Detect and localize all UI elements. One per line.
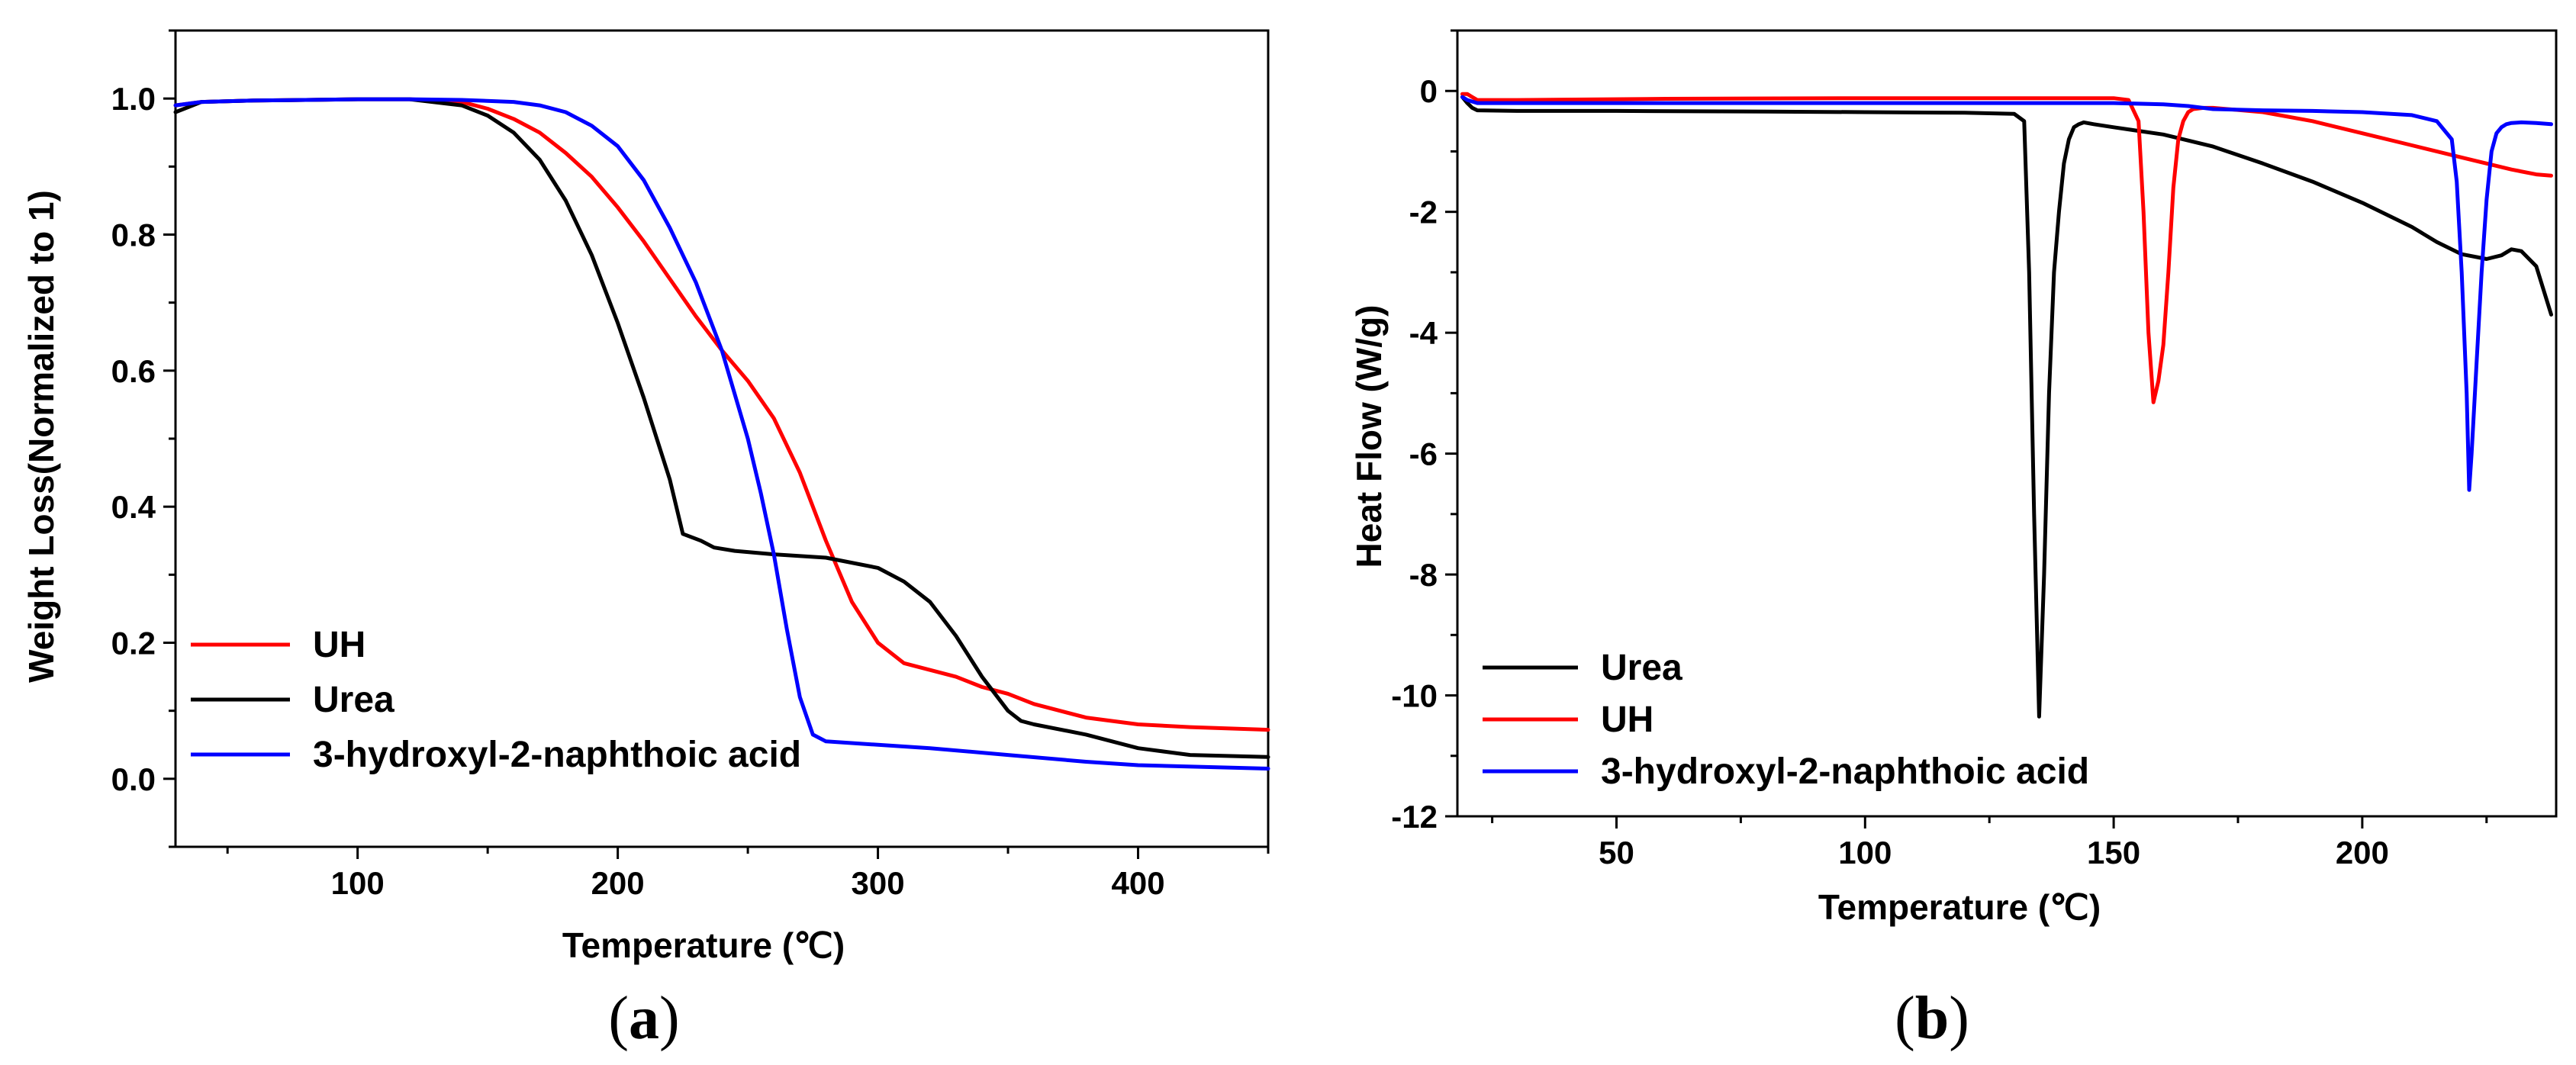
legend-label: UH (1601, 700, 1653, 740)
x-tick-label: 200 (591, 865, 645, 901)
series-line-uh (1460, 92, 2553, 404)
y-tick-label: -2 (1409, 195, 1438, 230)
series-line-3-hydroxyl-2-naphthoic-acid (1460, 95, 2553, 492)
panel-letter-b: b (1914, 985, 1950, 1052)
x-tick-label: 300 (852, 865, 905, 901)
y-tick-label: 0.0 (111, 761, 156, 797)
y-tick-label: 0.2 (111, 626, 156, 661)
panel-label-a: (a) (608, 985, 680, 1052)
x-tick-label: 100 (331, 865, 385, 901)
panel-a: 100 200 300 400 0.0 0.2 0.4 0.6 0.8 1.0 UH Urea 3-h… (21, 29, 1270, 1052)
chart-b-svg: 50 100 150 200 -12 -10 -8 -6 -4 -2 0 Urea UH 3-hydro… (1349, 29, 2558, 927)
y-tick-label: 1.0 (111, 81, 156, 117)
legend-label: 3-hydroxyl-2-naphthoic acid (313, 735, 801, 775)
plot-frame (1456, 29, 2558, 818)
y-axis-title: Heat Flow (W/g) (1349, 305, 1389, 568)
panel-label-b: (b) (1895, 985, 1969, 1052)
x-tick-label: 50 (1599, 835, 1634, 870)
y-tick-label: -12 (1391, 799, 1438, 835)
legend-label: UH (313, 625, 365, 665)
x-tick-label: 150 (2087, 835, 2140, 870)
legend-label: Urea (1601, 648, 1682, 688)
y-tick-label: -8 (1409, 557, 1438, 593)
series-line-urea (1460, 95, 2553, 719)
y-tick-label: 0.6 (111, 353, 156, 389)
y-axis-title: Weight Loss(Normalized to 1) (21, 190, 61, 683)
plot-frame (174, 29, 1270, 848)
y-tick-label: -4 (1409, 315, 1438, 351)
y-tick-label: 0.8 (111, 217, 156, 253)
panel-letter-a: a (629, 985, 659, 1052)
x-axis-title: Temperature (℃) (1818, 887, 2101, 927)
x-tick-label: 200 (2336, 835, 2389, 870)
y-tick-label: -10 (1391, 678, 1438, 714)
x-axis-title: Temperature (℃) (562, 925, 845, 965)
series-line-3-hydroxyl-2-naphthoic-acid (173, 97, 1270, 771)
y-tick-label: 0 (1420, 73, 1438, 109)
y-tick-label: 0.4 (111, 489, 156, 525)
x-tick-label: 100 (1838, 835, 1892, 870)
legend-label: 3-hydroxyl-2-naphthoic acid (1601, 751, 2089, 792)
y-tick-label: -6 (1409, 436, 1438, 472)
legend-label: Urea (313, 680, 394, 720)
chart-a-svg: 100 200 300 400 0.0 0.2 0.4 0.6 0.8 1.0 UH Urea 3-h… (21, 29, 1270, 965)
panel-b: 50 100 150 200 -12 -10 -8 -6 -4 -2 0 Urea UH 3-hydro… (1288, 0, 2576, 1065)
x-tick-label: 400 (1111, 865, 1164, 901)
